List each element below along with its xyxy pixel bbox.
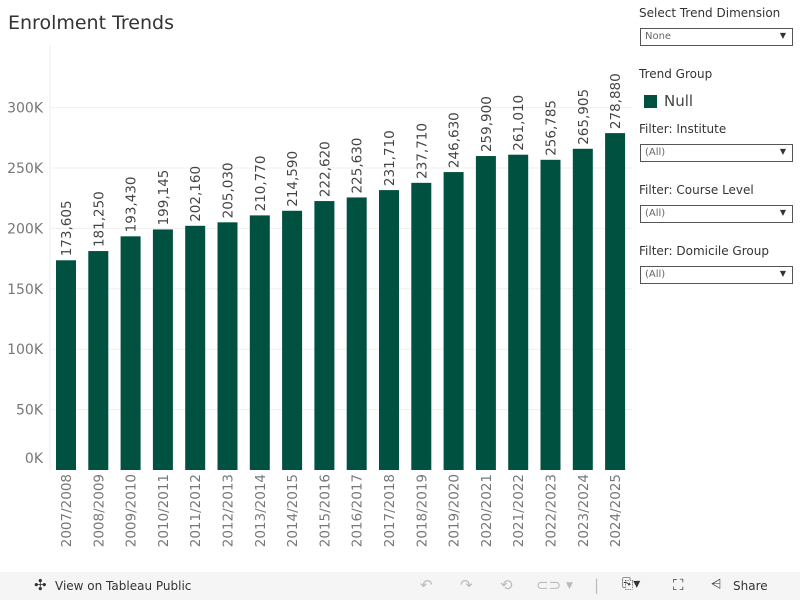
view-on-tableau-public-link[interactable]: View on Tableau Public (55, 579, 192, 593)
dropdown-value: (All) (645, 208, 666, 219)
bar-chart: 0K 50K 100K 150K 200K 250K 300K 173,605 2007/200… (7, 45, 632, 547)
x-tick-label: 2017/2018 (382, 474, 398, 547)
data-label: 181,250 (91, 191, 107, 247)
data-label: 214,590 (285, 151, 301, 207)
x-tick-label: 2014/2015 (285, 474, 301, 547)
data-label: 237,710 (414, 123, 430, 179)
data-label: 246,630 (447, 112, 463, 168)
domicile-label: Filter: Domicile Group (639, 244, 769, 258)
tableau-logo-icon: ✣ (34, 576, 47, 594)
data-label: 278,880 (608, 73, 624, 129)
y-tick-label: 0K (25, 451, 44, 467)
x-tick-label: 2020/2021 (479, 474, 495, 547)
bar (346, 197, 367, 470)
x-tick-label: 2021/2022 (511, 474, 527, 547)
data-label: 265,905 (576, 89, 592, 145)
dropdown-value: (All) (645, 269, 666, 280)
bar (185, 225, 206, 470)
trend-dimension-label: Select Trend Dimension (639, 6, 781, 20)
y-tick-label: 250K (7, 161, 44, 177)
x-tick-label: 2015/2016 (317, 474, 333, 547)
trend-group-label: Trend Group (639, 67, 713, 81)
data-label: 259,900 (479, 96, 495, 152)
undo-icon[interactable]: ↶ (420, 576, 433, 594)
legend-label: Null (664, 92, 694, 110)
chevron-down-icon[interactable]: ▼ (566, 581, 573, 591)
bar (605, 133, 626, 470)
bar (152, 229, 173, 470)
data-label: 231,710 (382, 130, 398, 186)
share-icon[interactable]: ⩤ (711, 577, 722, 592)
data-label: 222,620 (317, 141, 333, 197)
data-label: 193,430 (124, 177, 140, 233)
dropdown-value: None (645, 31, 672, 42)
institute-dropdown[interactable]: (All) ▼ (640, 144, 793, 162)
refresh-icon[interactable]: ⊂⊃ (536, 576, 562, 594)
data-label: 210,770 (253, 156, 269, 212)
x-tick-label: 2013/2014 (253, 474, 269, 547)
toolbar: ✣ View on Tableau Public ↶ ↷ ⟲ ⊂⊃ ▼ | ⎘▾… (0, 572, 800, 600)
bar (282, 210, 303, 471)
bar (572, 148, 593, 471)
x-tick-label: 2009/2010 (124, 474, 140, 547)
x-tick-label: 2007/2008 (59, 474, 75, 547)
bar (217, 222, 238, 470)
x-tick-label: 2011/2012 (188, 474, 204, 547)
x-tick-label: 2018/2019 (414, 474, 430, 547)
bar (314, 201, 335, 470)
trend-dimension-dropdown[interactable]: None ▼ (640, 28, 793, 46)
legend-swatch (644, 94, 657, 108)
data-label: 261,010 (511, 95, 527, 151)
page-title: Enrolment Trends (8, 12, 174, 34)
bar (411, 182, 432, 470)
bar (88, 251, 109, 470)
bar (249, 215, 270, 470)
data-label: 199,145 (156, 170, 172, 226)
bar (475, 156, 496, 470)
x-tick-label: 2010/2011 (156, 474, 172, 547)
chevron-down-icon: ▼ (779, 31, 786, 40)
share-button[interactable]: Share (733, 579, 768, 593)
course-level-dropdown[interactable]: (All) ▼ (640, 205, 793, 223)
x-tick-label: 2024/2025 (608, 474, 624, 547)
divider: | (594, 576, 600, 594)
bar (379, 190, 399, 471)
y-tick-label: 200K (7, 221, 44, 237)
bar (443, 172, 464, 470)
x-tick-label: 2023/2024 (576, 474, 592, 547)
x-tick-label: 2012/2013 (221, 474, 237, 547)
institute-label: Filter: Institute (639, 122, 727, 136)
revert-icon[interactable]: ⟲ (500, 576, 513, 594)
x-tick-label: 2016/2017 (350, 474, 366, 547)
dropdown-value: (All) (645, 147, 666, 158)
x-tick-label: 2022/2023 (544, 474, 560, 547)
course-level-label: Filter: Course Level (639, 183, 754, 197)
data-label: 173,605 (59, 200, 75, 256)
bar (540, 159, 561, 471)
y-tick-label: 50K (16, 403, 44, 419)
bar (120, 236, 141, 470)
data-label: 202,160 (188, 166, 204, 222)
fullscreen-icon[interactable]: ⛶ (673, 576, 684, 594)
data-label: 256,785 (544, 100, 560, 156)
x-tick-label: 2008/2009 (91, 474, 107, 547)
data-label: 205,030 (221, 162, 237, 218)
bar (508, 154, 529, 470)
legend-item[interactable]: Null (644, 92, 693, 110)
chevron-down-icon: ▼ (779, 208, 786, 217)
data-label: 225,630 (350, 138, 366, 194)
y-tick-label: 100K (7, 342, 44, 358)
redo-icon[interactable]: ↷ (460, 576, 473, 594)
domicile-dropdown[interactable]: (All) ▼ (640, 266, 793, 284)
chevron-down-icon: ▼ (779, 269, 786, 278)
y-tick-label: 300K (7, 101, 44, 117)
chevron-down-icon: ▼ (779, 147, 786, 156)
bar (56, 260, 76, 470)
y-tick-label: 150K (7, 282, 44, 298)
download-icon[interactable]: ⎘▾ (622, 576, 641, 592)
x-tick-label: 2019/2020 (447, 474, 463, 547)
